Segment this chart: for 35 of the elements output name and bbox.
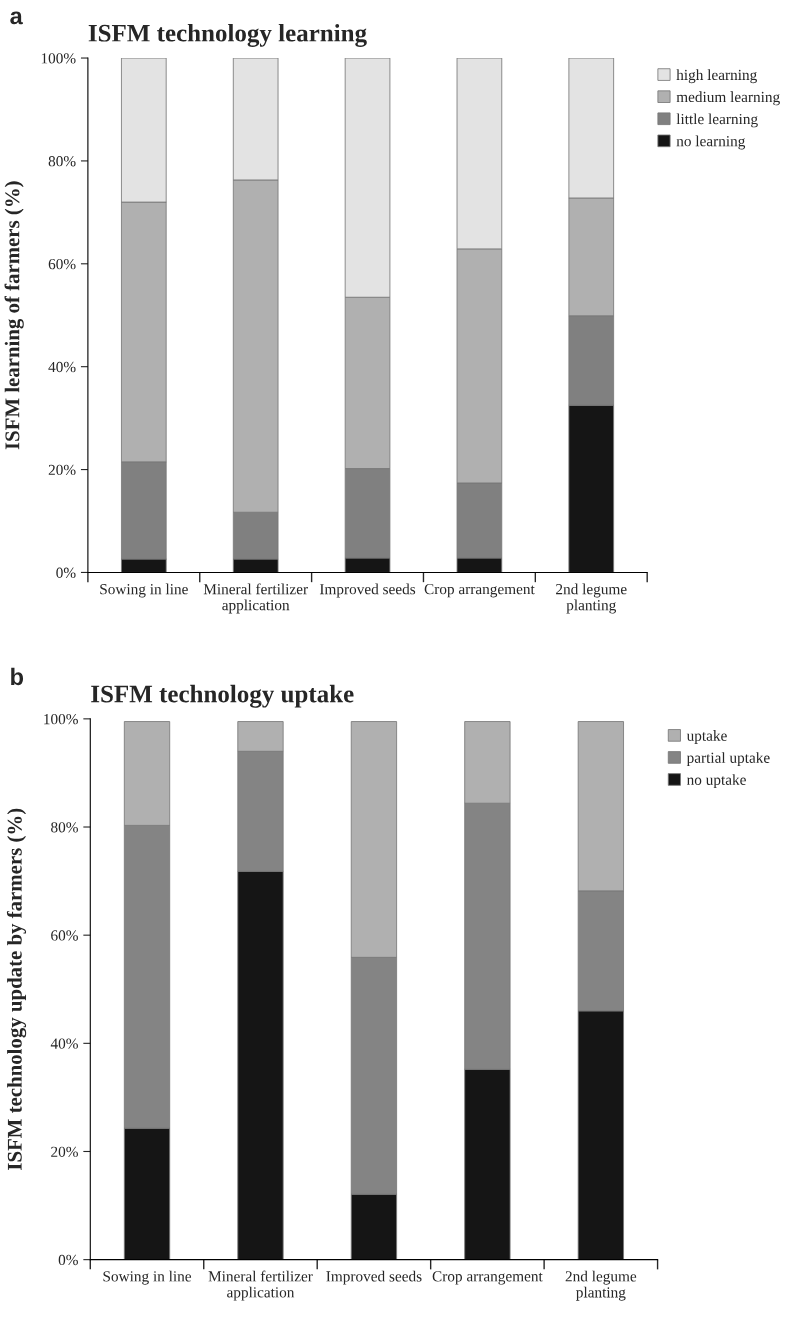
y-tick-label: 20% <box>48 464 76 476</box>
x-tick-label: Sowing in line <box>103 1270 192 1285</box>
x-tick-label: 2nd legume planting <box>556 583 627 614</box>
y-tick-label: 80% <box>51 822 78 833</box>
x-tick-label: Crop arrangement <box>424 584 535 598</box>
y-tick-label: 60% <box>48 258 76 270</box>
legend-label: uptake <box>686 730 727 744</box>
x-tick-label: Mineral fertilizer application <box>203 583 308 614</box>
y-axis-title: ISFM learning of farmers (%) <box>4 181 24 450</box>
chart-title: ISFM technology learning <box>88 24 367 47</box>
x-tick-label: Improved seeds <box>326 1270 422 1285</box>
legend-label: no learning <box>676 135 746 150</box>
x-tick-label: Sowing in line <box>100 583 188 598</box>
y-tick-label: 100% <box>41 53 76 64</box>
text: a <box>10 11 23 25</box>
legend-label: medium learning <box>676 91 780 106</box>
x-tick-label: Mineral fertilizer application <box>208 1270 313 1301</box>
y-axis-title: ISFM technology update by farmers (%) <box>6 808 27 1170</box>
legend-label: partial uptake <box>686 752 770 766</box>
legend-label: high learning <box>676 69 757 84</box>
x-tick-label: 2nd legume planting <box>565 1270 637 1301</box>
legend-label: little learning <box>676 113 758 128</box>
y-tick-label: 0% <box>56 567 76 578</box>
y-tick-label: 40% <box>48 361 76 373</box>
chart-title: ISFM technology uptake <box>91 684 354 708</box>
y-tick-label: 80% <box>48 156 76 167</box>
y-tick-label: 60% <box>51 930 78 941</box>
y-tick-label: 20% <box>51 1146 78 1157</box>
legend-label: no uptake <box>686 774 746 789</box>
y-tick-label: 100% <box>44 714 78 725</box>
x-tick-label: Crop arrangement <box>432 1271 543 1285</box>
x-tick-label: Improved seeds <box>319 583 416 598</box>
text: b <box>11 667 24 686</box>
y-tick-label: 0% <box>58 1254 78 1266</box>
y-tick-label: 40% <box>50 1038 78 1049</box>
